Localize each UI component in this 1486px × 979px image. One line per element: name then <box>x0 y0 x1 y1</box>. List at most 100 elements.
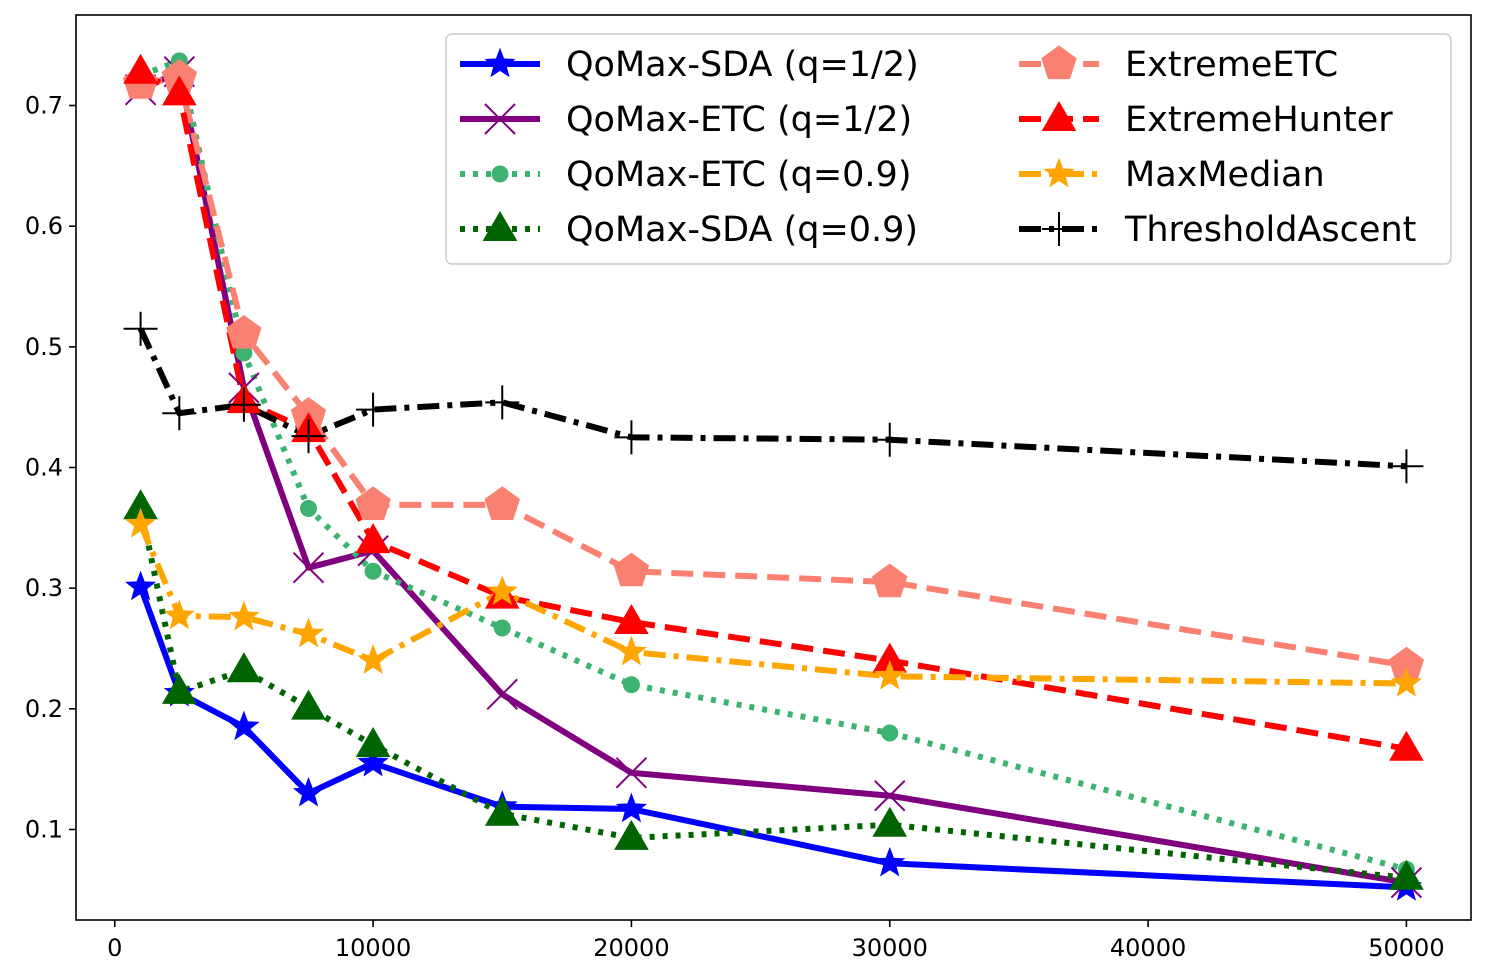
data-point-extremehunter <box>614 603 649 634</box>
x-tick-label: 0 <box>107 934 122 962</box>
data-point-qomax-sda-q-0-9 <box>291 689 326 720</box>
x-tick-label: 50000 <box>1368 934 1444 962</box>
legend-label-qomax-sda-q-1-2: QoMax-SDA (q=1/2) <box>566 45 919 85</box>
y-tick-label: 0.1 <box>25 816 63 844</box>
legend-label-extremeetc: ExtremeETC <box>1125 45 1338 85</box>
y-axis: 0.1 0.2 0.3 0.4 0.5 0.6 0.7 <box>25 92 76 844</box>
legend-marker-maxmedian <box>1043 157 1075 188</box>
x-tick-label: 20000 <box>593 934 669 962</box>
data-point-qomax-etc-q-0-9 <box>300 500 317 518</box>
series-line-thresholdascent <box>137 327 1407 470</box>
data-point-qomax-sda-q-1-2 <box>228 710 260 741</box>
data-point-qomax-sda-q-1-2 <box>615 792 648 823</box>
data-point-qomax-etc-q-0-9 <box>622 676 640 694</box>
data-point-maxmedian <box>874 659 906 690</box>
data-point-maxmedian <box>486 575 518 606</box>
data-point-maxmedian <box>163 599 195 630</box>
data-point-qomax-sda-q-0-9 <box>162 673 197 704</box>
data-point-qomax-etc-q-1-2 <box>486 678 518 711</box>
data-point-extremeetc <box>613 552 650 587</box>
series-markers-qomax-sda-q-0-9 <box>123 489 1424 890</box>
data-point-thresholdascent <box>226 387 261 422</box>
y-tick-label: 0.4 <box>25 454 63 482</box>
y-tick-label: 0.5 <box>25 333 63 361</box>
legend-marker-extremeetc <box>1041 45 1077 80</box>
legend-marker-thresholdascent <box>1042 212 1076 246</box>
data-point-extremehunter <box>355 523 391 554</box>
data-point-thresholdascent <box>123 311 158 346</box>
legend-label-maxmedian: MaxMedian <box>1125 155 1325 195</box>
data-point-qomax-etc-q-0-9 <box>364 562 382 580</box>
data-point-maxmedian <box>292 617 325 648</box>
data-point-thresholdascent <box>1389 449 1424 484</box>
legend-marker-qomax-etc-q-1-2 <box>484 103 516 135</box>
data-point-qomax-etc-q-1-2 <box>615 757 648 789</box>
data-point-qomax-sda-q-1-2 <box>357 746 389 777</box>
y-tick-label: 0.6 <box>25 212 63 240</box>
data-point-qomax-sda-q-0-9 <box>614 819 649 850</box>
x-tick-label: 40000 <box>1110 934 1186 962</box>
data-point-qomax-sda-q-0-9 <box>226 652 262 683</box>
y-tick-label: 0.2 <box>25 695 63 723</box>
legend-item-qomax-sda-q-1-2: QoMax-SDA (q=1/2) <box>460 45 919 85</box>
legend-marker-qomax-etc-q-0-9 <box>491 165 509 183</box>
data-point-qomax-sda-q-0-9 <box>355 726 391 757</box>
legend-item-thresholdascent: ThresholdAscent <box>1019 210 1416 250</box>
data-point-qomax-sda-q-0-9 <box>872 806 908 837</box>
legend-label-qomax-etc-q-0-9: QoMax-ETC (q=0.9) <box>566 155 911 195</box>
data-point-qomax-sda-q-0-9 <box>1389 859 1424 890</box>
data-point-extremehunter <box>123 53 158 84</box>
data-point-thresholdascent <box>291 419 326 454</box>
x-axis: 0 10000 20000 30000 40000 50000 <box>107 920 1445 962</box>
legend-item-extremehunter: ExtremeHunter <box>1019 100 1393 140</box>
x-tick-label: 30000 <box>852 934 928 962</box>
legend-label-thresholdascent: ThresholdAscent <box>1124 210 1416 250</box>
legend-label-extremehunter: ExtremeHunter <box>1125 100 1393 140</box>
data-point-extremeetc <box>226 314 262 349</box>
data-point-maxmedian <box>124 507 157 538</box>
series-markers-maxmedian <box>124 507 1423 697</box>
data-point-thresholdascent <box>162 396 197 431</box>
data-point-qomax-etc-q-0-9 <box>235 344 253 362</box>
data-point-qomax-sda-q-1-2 <box>292 776 325 807</box>
data-point-extremeetc <box>355 486 391 520</box>
data-point-qomax-etc-q-1-2 <box>874 780 906 812</box>
data-point-maxmedian <box>228 600 260 631</box>
data-point-extremehunter <box>1389 730 1424 761</box>
legend-marker-qomax-sda-q-1-2 <box>484 47 516 78</box>
plot-markers <box>122 52 1425 901</box>
data-point-maxmedian <box>357 644 389 674</box>
x-tick-label: 10000 <box>335 934 411 962</box>
legend-item-extremeetc: ExtremeETC <box>1019 45 1338 85</box>
legend: QoMax-SDA (q=1/2) QoMax-ETC (q=1/2) QoMax-… <box>445 33 1452 265</box>
legend-label-qomax-sda-q-0-9: QoMax-SDA (q=0.9) <box>566 210 918 250</box>
data-point-thresholdascent <box>614 420 649 455</box>
data-point-maxmedian <box>615 635 648 666</box>
data-point-qomax-etc-q-1-2 <box>292 551 325 584</box>
legend-item-qomax-sda-q-0-9: QoMax-SDA (q=0.9) <box>460 210 918 250</box>
legend-marker-qomax-sda-q-0-9 <box>482 211 518 241</box>
data-point-extremehunter <box>162 75 197 106</box>
data-point-qomax-sda-q-0-9 <box>484 795 520 826</box>
series-markers-thresholdascent <box>123 311 1424 484</box>
data-point-qomax-sda-q-1-2 <box>124 570 157 601</box>
legend-item-qomax-etc-q-0-9: QoMax-ETC (q=0.9) <box>460 155 911 195</box>
data-point-extremeetc <box>484 486 520 520</box>
data-point-maxmedian <box>1390 667 1423 697</box>
data-point-thresholdascent <box>872 422 907 457</box>
data-point-thresholdascent <box>485 385 520 420</box>
data-point-qomax-etc-q-0-9 <box>493 619 511 637</box>
legend-label-qomax-etc-q-1-2: QoMax-ETC (q=1/2) <box>566 100 912 140</box>
series-line-maxmedian <box>137 523 1407 687</box>
data-point-qomax-etc-q-0-9 <box>881 724 899 742</box>
data-point-qomax-sda-q-1-2 <box>874 846 906 877</box>
y-tick-label: 0.3 <box>25 574 63 602</box>
data-point-thresholdascent <box>356 392 391 427</box>
data-point-extremeetc <box>872 563 908 598</box>
legend-item-qomax-etc-q-1-2: QoMax-ETC (q=1/2) <box>460 100 912 140</box>
legend-item-maxmedian: MaxMedian <box>1019 155 1325 195</box>
legend-box <box>445 33 1452 265</box>
y-tick-label: 0.7 <box>25 92 63 120</box>
legend-marker-extremehunter <box>1041 101 1077 131</box>
